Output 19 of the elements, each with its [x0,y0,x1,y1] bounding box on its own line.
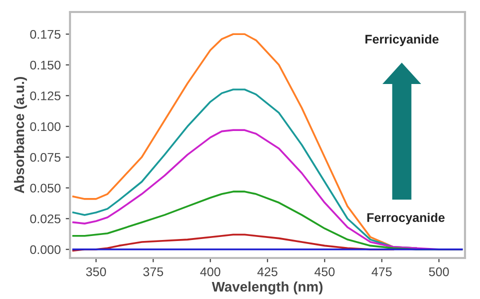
x-tick-label: 375 [143,267,164,276]
x-tick-label: 350 [86,267,106,276]
y-tick-label: 0.100 [30,122,60,132]
x-axis-title: Wavelength (nm) [212,281,322,294]
y-tick-label: 0.000 [30,245,60,254]
y-tick-label: 0.125 [30,91,60,100]
y-axis-title: Absorbance (a.u.) [14,77,27,194]
x-tick-label: 425 [257,267,278,276]
annotation: Ferrocyanide [367,212,445,224]
annotation: Ferricyanide [365,34,439,46]
y-tick-label: 0.175 [30,30,60,39]
y-tick-label: 0.075 [30,152,60,162]
x-tick-label: 450 [314,267,335,276]
x-tick-label: 400 [200,267,220,276]
x-tick-label: 500 [429,267,449,276]
x-tick-label: 475 [372,267,392,276]
y-tick-label: 0.050 [30,184,60,193]
y-tick-label: 0.150 [30,60,60,70]
y-tick-label: 0.025 [30,214,60,224]
